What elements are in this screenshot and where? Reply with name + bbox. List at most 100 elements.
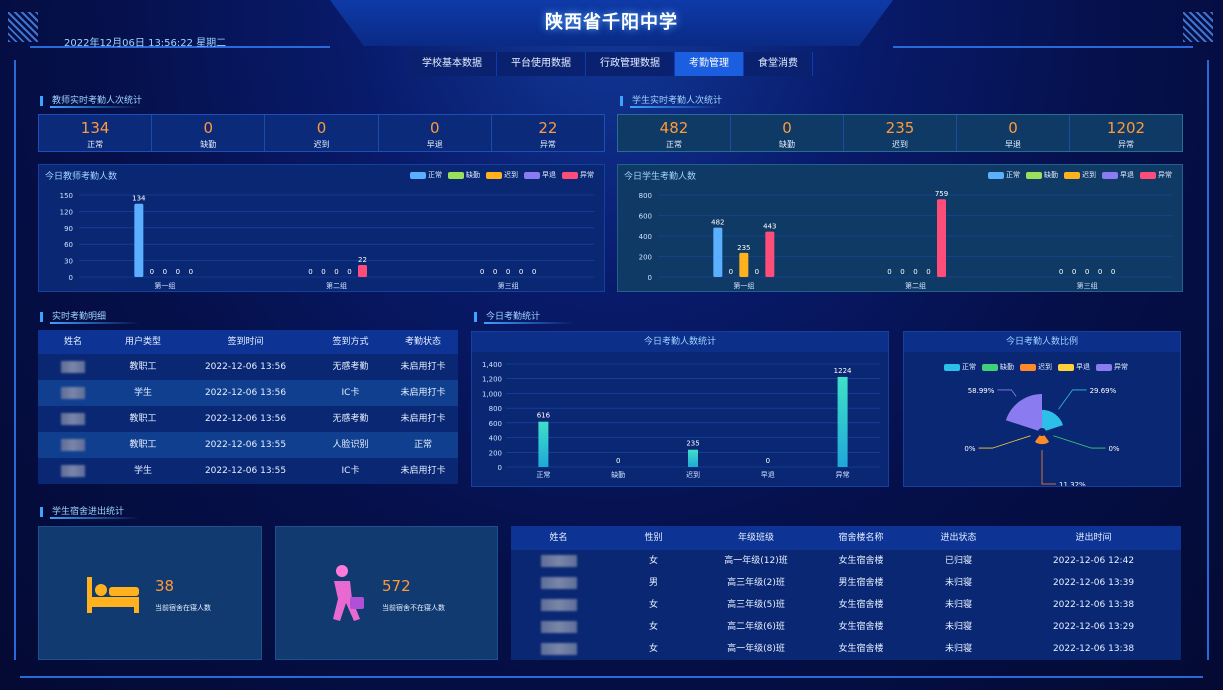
legend-label: 迟到 [1082,171,1096,179]
data-label: 0 [480,268,484,276]
legend-item[interactable]: 早退 [1058,362,1090,372]
building-cell: 男生宿舍楼 [838,578,884,588]
y-tick-label: 600 [489,420,502,428]
status-cell: 未归寝 [944,578,972,588]
legend-label: 早退 [542,171,556,179]
legend-item[interactable]: 缺勤 [982,362,1014,372]
legend-item[interactable]: 缺勤 [1026,170,1058,180]
legend-item[interactable]: 迟到 [486,170,518,180]
status-cell: 已归寝 [944,556,972,566]
pie-center [1038,428,1046,436]
frame-top-right-line [893,46,1193,48]
data-label: 0 [1111,268,1115,276]
pie-legend: 正常 缺勤 迟到 早退 异常 [944,362,1128,372]
redacted-name [540,642,577,655]
user-type-cell: 学生 [133,466,152,476]
realtime-table: 姓名 用户类型 签到时间 签到方式 考勤状态 教职工 2022-12-06 13… [38,330,458,484]
legend-item[interactable]: 迟到 [1020,362,1052,372]
legend-item[interactable]: 正常 [988,170,1020,180]
table-row[interactable]: 女 高一年级(12)班 女生宿舍楼 已归寝 2022-12-06 12:42 [511,550,1181,572]
legend-item[interactable]: 迟到 [1064,170,1096,180]
time-cell: 2022-12-06 13:38 [1052,600,1135,610]
column-header: 姓名 [549,533,568,543]
stat-value: 22 [538,119,558,137]
teacher-stat-absent: 0 缺勤 [152,115,266,151]
class-cell: 高三年级(2)班 [727,578,785,588]
y-tick-label: 150 [60,192,73,200]
table-row[interactable]: 教职工 2022-12-06 13:56 无感考勤 未启用打卡 [38,354,458,380]
y-tick-label: 200 [489,449,502,457]
legend-swatch [988,171,1004,179]
stat-label: 异常 [539,140,556,149]
legend-swatch [562,171,578,179]
bar [358,264,367,277]
legend-item[interactable]: 异常 [562,170,594,180]
legend-label: 缺勤 [466,171,480,179]
table-row[interactable]: 学生 2022-12-06 13:55 IC卡 未启用打卡 [38,458,458,484]
tab-admin-data[interactable]: 行政管理数据 [586,52,675,76]
table-row[interactable]: 学生 2022-12-06 13:56 IC卡 未启用打卡 [38,380,458,406]
y-tick-label: 400 [489,435,502,443]
tab-attendance[interactable]: 考勤管理 [675,52,744,76]
dorm-in-box: 38 当前宿舍在寝人数 [38,526,262,660]
tab-platform-usage[interactable]: 平台使用数据 [497,52,586,76]
today-ratio-chart: 29.69% 0% 11.32% 0% 58.99% [964,387,1119,486]
bar [538,421,549,467]
table-row[interactable]: 教职工 2022-12-06 13:56 无感考勤 未启用打卡 [38,406,458,432]
gender-cell: 女 [648,600,658,610]
legend-swatch [448,171,464,179]
tab-canteen[interactable]: 食堂消费 [744,52,813,76]
walking-person-icon [333,565,364,621]
legend-swatch [1140,171,1156,179]
column-header: 宿舍楼名称 [838,533,884,543]
data-label: 0 [926,268,930,276]
stat-value: 134 [80,119,110,137]
x-tick-label: 第一组 [733,281,754,290]
legend-item[interactable]: 异常 [1140,170,1172,180]
table-row[interactable]: 女 高三年级(5)班 女生宿舍楼 未归寝 2022-12-06 13:38 [511,594,1181,616]
teacher-stats-bar: 134 正常 0 缺勤 0 迟到 0 早退 22 异常 [38,114,605,152]
x-tick-label: 第二组 [905,281,926,290]
student-stat-late: 235 迟到 [844,115,957,151]
legend-swatch [1026,171,1042,179]
stat-label: 早退 [426,140,443,149]
legend-swatch [1064,171,1080,179]
legend-item[interactable]: 缺勤 [448,170,480,180]
legend-label: 迟到 [1038,363,1052,371]
table-row[interactable]: 教职工 2022-12-06 13:55 人脸识别 正常 [38,432,458,458]
data-label: 0 [347,268,351,276]
data-label: 1224 [834,367,852,375]
class-cell: 高三年级(5)班 [727,600,785,610]
status-cell: 未归寝 [944,622,972,632]
teacher-stat-normal: 134 正常 [39,115,153,151]
stat-label: 缺勤 [779,140,795,149]
gender-cell: 男 [648,578,658,588]
user-type-cell: 学生 [133,388,152,398]
data-label: 134 [132,195,146,203]
name-cell [38,406,108,432]
frame-left-line [14,60,16,660]
legend-swatch [410,171,426,179]
legend-item[interactable]: 正常 [410,170,442,180]
table-row[interactable]: 男 高三年级(2)班 男生宿舍楼 未归寝 2022-12-06 13:39 [511,572,1181,594]
legend-item[interactable]: 异常 [1096,362,1128,372]
tab-school-basic[interactable]: 学校基本数据 [408,52,497,76]
legend-item[interactable]: 早退 [524,170,556,180]
legend-item[interactable]: 早退 [1102,170,1134,180]
y-tick-label: 1,000 [482,390,502,398]
legend-item[interactable]: 正常 [944,362,976,372]
legend-label: 异常 [580,171,594,179]
time-cell: 2022-12-06 13:55 [204,466,287,476]
status-cell: 未启用打卡 [400,388,446,398]
redacted-name [61,386,85,399]
today-count-panel: 今日考勤人数统计 0 200 400 600 800 1,000 1,200 1,400 正常 6… [471,331,889,487]
column-header: 签到时间 [227,337,264,347]
legend-swatch [486,171,502,179]
time-cell: 2022-12-06 12:42 [1052,556,1135,566]
redacted-name [540,620,577,633]
table-row[interactable]: 女 高一年级(8)班 女生宿舍楼 未归寝 2022-12-06 13:38 [511,638,1181,660]
table-row[interactable]: 女 高二年级(6)班 女生宿舍楼 未归寝 2022-12-06 13:29 [511,616,1181,638]
y-tick-label: 400 [639,233,652,241]
